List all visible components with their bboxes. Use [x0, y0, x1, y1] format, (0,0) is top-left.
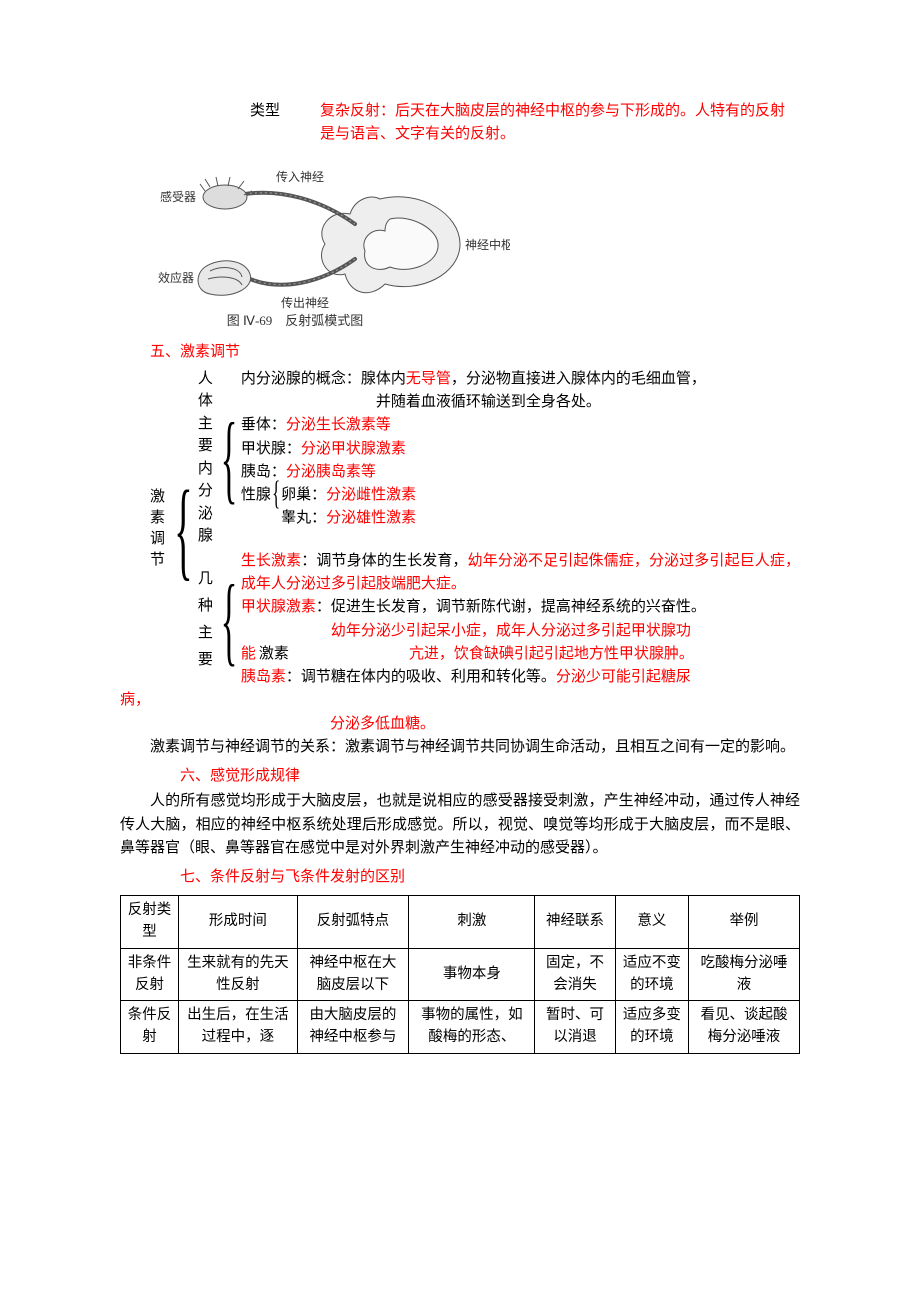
section-6-para: 人的所有感觉均形成于大脑皮层，也就是说相应的感受器接受刺激，产生神经冲动，通过传…: [120, 790, 800, 860]
brace-icon: {: [272, 484, 280, 531]
th-line: 甲状腺激素：促进生长发育，调节新陈代谢，提高神经系统的兴奋性。: [241, 596, 800, 619]
islet-line: 胰岛：分泌胰岛素等: [241, 461, 800, 484]
hormone-block: 激素调节 { 人体主要内分泌腺 { 内分泌腺的概念：腺体内无导管，分泌物直接进入…: [150, 368, 800, 690]
gland-side-label: 人体主要内分泌腺: [198, 368, 213, 548]
center-label: 神经中枢: [465, 237, 510, 252]
th-type: 反射类型: [121, 896, 179, 949]
gh-line: 生长激素：调节身体的生长发育，幼年分泌不足引起侏儒症，分泌过多引起巨人症，成年人…: [241, 550, 800, 597]
th-line-2: 幼年分泌少引起呆小症，成年人分泌过多引起甲状腺功: [241, 620, 800, 643]
afferent-label: 传入神经: [276, 169, 324, 184]
brace-icon: {: [220, 610, 237, 630]
reflex-arc-svg: 神经中枢 传入神经 感受器 传出神经 效应器 图 Ⅳ-69 反射弧模: [150, 159, 510, 329]
insulin-tail-1: 病，: [120, 689, 800, 712]
section-6-heading: 六、感觉形成规律: [180, 765, 800, 788]
insulin-line: 胰岛素：调节糖在体内的吸收、利用和转化等。分泌少可能引起糖尿: [241, 666, 800, 689]
main-hormones-group: 几种主要 { 生长激素：调节身体的生长发育，幼年分泌不足引起侏儒症，分泌过多引起…: [198, 550, 800, 690]
section-7-heading: 七、条件反射与飞条件发射的区别: [180, 866, 800, 889]
gland-group: 人体主要内分泌腺 { 内分泌腺的概念：腺体内无导管，分泌物直接进入腺体内的毛细血…: [198, 368, 800, 548]
gonad-line: 性腺 { 卵巢：分泌雌性激素 睾丸：分泌雄性激素: [241, 484, 800, 531]
receptor-label: 感受器: [160, 189, 196, 204]
arc-caption: 图 Ⅳ-69 反射弧模式图: [227, 313, 364, 328]
reflex-arc-figure: 神经中枢 传入神经 感受器 传出神经 效应器 图 Ⅳ-69 反射弧模: [150, 159, 800, 329]
th-link: 神经联系: [535, 896, 615, 949]
th-line-3: 能 激素 亢进，饮食缺碘引起引起地方性甲状腺肿。: [241, 643, 800, 666]
hormone-nerve-relation: 激素调节与神经调节的关系：激素调节与神经调节共同协调生命活动，且相互之间有一定的…: [120, 736, 800, 759]
th-mean: 意义: [615, 896, 688, 949]
brace-icon: {: [174, 518, 192, 540]
type-label: 类型: [250, 100, 320, 147]
th-time: 形成时间: [179, 896, 298, 949]
insulin-tail-2: 分泌多低血糖。: [120, 713, 800, 736]
reflex-table: 反射类型 形成时间 反射弧特点 刺激 神经联系 意义 举例 非条件反射 生来就有…: [120, 895, 800, 1054]
pituitary-line: 垂体：分泌生长激素等: [241, 414, 800, 437]
hormone-side-label: 激素调节: [150, 487, 165, 571]
endocrine-concept-2: 并随着血液循环输送到全身各处。: [241, 391, 800, 414]
main-hormones-side: 几种主要: [198, 566, 213, 674]
table-row: 反射类型 形成时间 反射弧特点 刺激 神经联系 意义 举例: [121, 896, 800, 949]
top-type-block: 类型 复杂反射：后天在大脑皮层的神经中枢的参与下形成的。人特有的反射是与语言、文…: [250, 100, 800, 147]
section-5-heading: 五、激素调节: [150, 341, 800, 364]
effector-label: 效应器: [158, 270, 194, 285]
th-arc: 反射弧特点: [297, 896, 409, 949]
brace-icon: {: [220, 448, 237, 468]
table-row: 条件反射 出生后，在生活过程中，逐 由大脑皮层的神经中枢参与 事物的属性，如酸梅…: [121, 1001, 800, 1054]
table-row: 非条件反射 生来就有的先天性反射 神经中枢在大脑皮层以下 事物本身 固定，不会消…: [121, 948, 800, 1001]
document-page: 类型 复杂反射：后天在大脑皮层的神经中枢的参与下形成的。人特有的反射是与语言、文…: [0, 0, 920, 1134]
th-ex: 举例: [689, 896, 800, 949]
th-stim: 刺激: [409, 896, 535, 949]
thyroid-line: 甲状腺：分泌甲状腺激素: [241, 438, 800, 461]
efferent-label: 传出神经: [281, 295, 329, 310]
complex-reflex-line1: 复杂反射：后天在大脑皮层的神经中枢的参与下形成的。: [320, 103, 695, 119]
endocrine-concept: 内分泌腺的概念：腺体内无导管，分泌物直接进入腺体内的毛细血管，: [241, 368, 800, 391]
